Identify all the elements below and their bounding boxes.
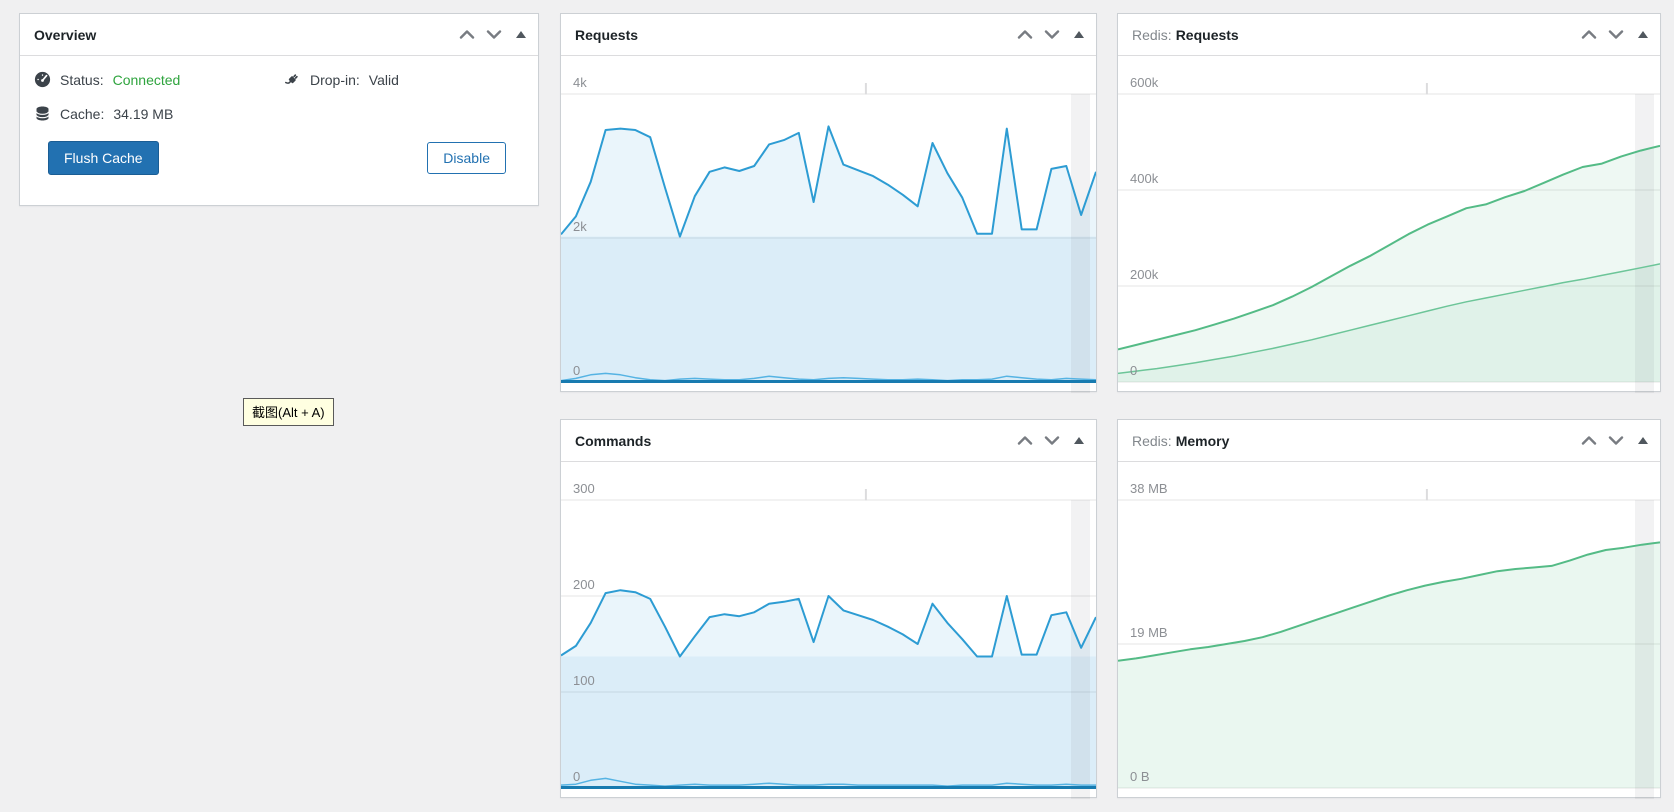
collapse-triangle-icon[interactable] xyxy=(1074,31,1084,38)
requests-widget-header[interactable]: Requests xyxy=(561,14,1096,56)
redis-requests-chart: 600k 400k 200k 0 xyxy=(1118,56,1660,393)
move-up-icon[interactable] xyxy=(1017,436,1033,445)
redis-requests-title-prefix: Redis: xyxy=(1132,26,1172,43)
move-down-icon[interactable] xyxy=(1044,436,1060,445)
requests-title: Requests xyxy=(575,26,639,43)
cache-label: Cache: xyxy=(60,105,105,122)
status-label: Status: xyxy=(60,71,104,88)
redis-memory-title: Memory xyxy=(1175,432,1230,449)
disable-button[interactable]: Disable xyxy=(427,142,506,174)
dropin-value: Valid xyxy=(368,71,399,88)
move-up-icon[interactable] xyxy=(459,30,475,39)
collapse-triangle-icon[interactable] xyxy=(1638,437,1648,444)
move-up-icon[interactable] xyxy=(1581,30,1597,39)
plug-icon xyxy=(284,71,301,88)
move-down-icon[interactable] xyxy=(1608,30,1624,39)
redis-memory-title-prefix: Redis: xyxy=(1132,432,1172,449)
dropin-label: Drop-in: xyxy=(310,71,360,88)
commands-widget-header[interactable]: Commands xyxy=(561,420,1096,462)
commands-chart: 300 200 100 0 xyxy=(561,462,1096,799)
database-icon xyxy=(34,105,51,122)
move-down-icon[interactable] xyxy=(1608,436,1624,445)
requests-chart-svg xyxy=(561,83,1096,393)
commands-title: Commands xyxy=(575,432,652,449)
screenshot-tooltip: 截图(Alt + A) xyxy=(243,398,334,426)
overview-widget: Overview xyxy=(19,13,539,206)
move-down-icon[interactable] xyxy=(486,30,502,39)
requests-chart: 4k 2k 0 xyxy=(561,56,1096,393)
redis-memory-widget-header[interactable]: Redis: Memory xyxy=(1118,420,1660,462)
redis-requests-widget-header[interactable]: Redis: Requests xyxy=(1118,14,1660,56)
commands-chart-svg xyxy=(561,489,1096,799)
redis-memory-widget: Redis: Memory 38 MB 19 MB 0 B xyxy=(1117,419,1661,799)
dropin-item: Drop-in: Valid xyxy=(284,71,522,88)
redis-memory-chart-svg xyxy=(1118,489,1660,799)
overview-widget-header[interactable]: Overview xyxy=(20,14,538,56)
status-item: Status: Connected xyxy=(34,71,284,88)
move-up-icon[interactable] xyxy=(1017,30,1033,39)
redis-requests-widget: Redis: Requests 600k 400k 200k 0 xyxy=(1117,13,1661,393)
overview-title: Overview xyxy=(34,26,97,43)
collapse-triangle-icon[interactable] xyxy=(1638,31,1648,38)
redis-memory-chart: 38 MB 19 MB 0 B xyxy=(1118,462,1660,799)
commands-widget: Commands 300 200 100 0 xyxy=(560,419,1097,799)
cache-item: Cache: 34.19 MB xyxy=(34,105,284,122)
redis-requests-title: Requests xyxy=(1175,26,1239,43)
move-down-icon[interactable] xyxy=(1044,30,1060,39)
requests-widget: Requests 4k 2k 0 xyxy=(560,13,1097,393)
cache-value: 34.19 MB xyxy=(113,105,174,122)
collapse-triangle-icon[interactable] xyxy=(1074,437,1084,444)
move-up-icon[interactable] xyxy=(1581,436,1597,445)
collapse-triangle-icon[interactable] xyxy=(516,31,526,38)
status-value: Connected xyxy=(112,71,181,88)
overview-body: Status: Connected xyxy=(20,56,538,175)
overview-header-controls xyxy=(459,30,526,39)
flush-cache-button[interactable]: Flush Cache xyxy=(48,141,159,175)
redis-requests-chart-svg xyxy=(1118,83,1660,393)
gauge-icon xyxy=(34,71,51,88)
overview-footer: Flush Cache Disable xyxy=(34,122,522,175)
